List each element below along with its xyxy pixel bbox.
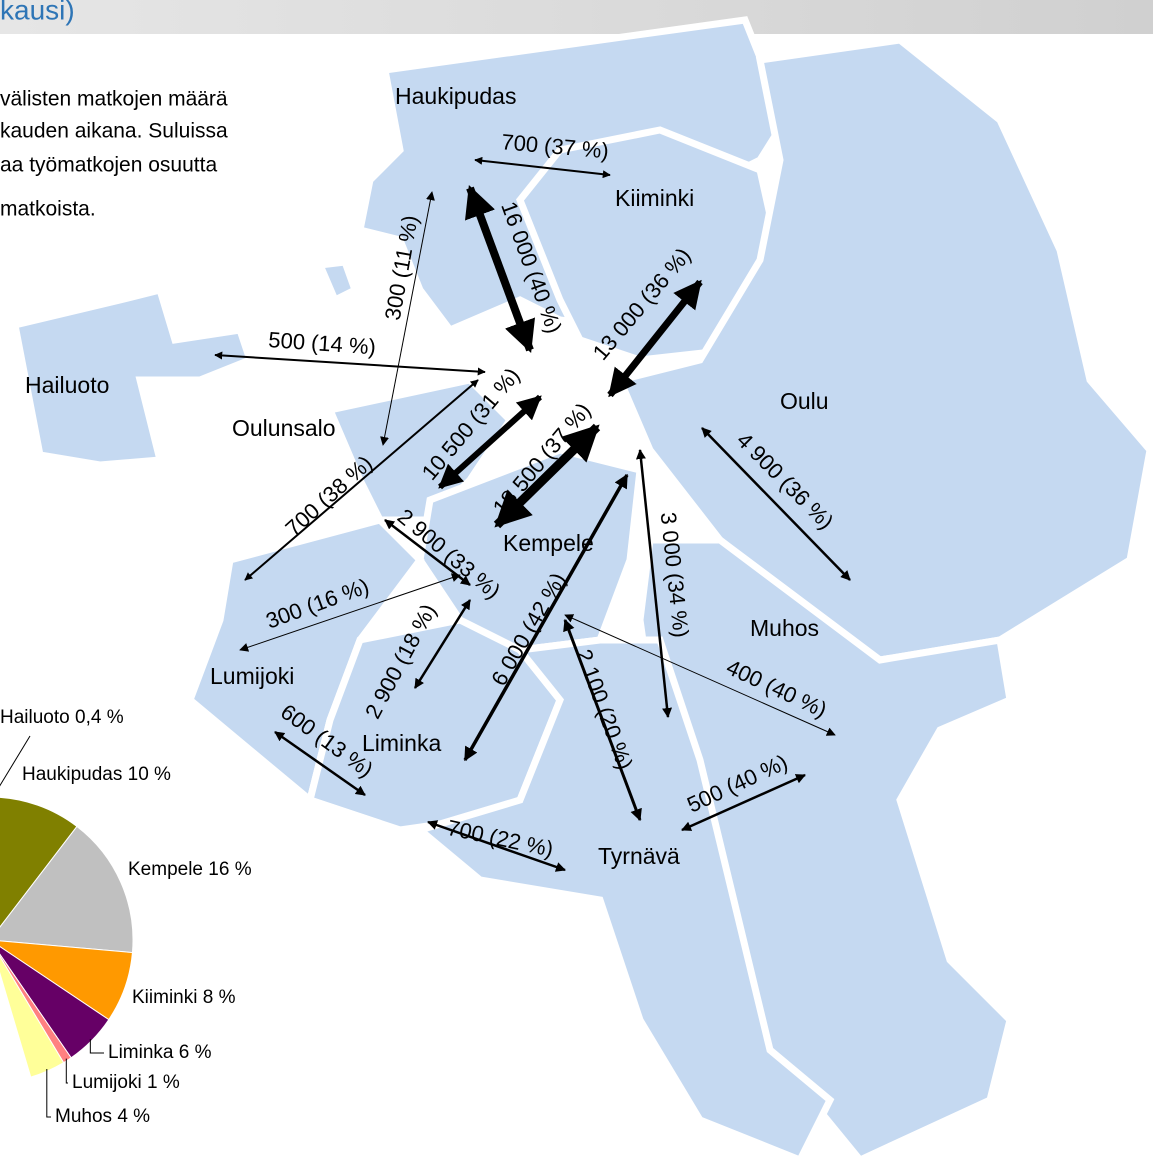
pie-label-category: Liminka <box>108 1042 174 1063</box>
place-label: Hailuoto <box>25 372 109 398</box>
description-line: välisten matkojen määrä <box>0 88 228 111</box>
pie-slice <box>0 955 65 1078</box>
pie-label: Hailuoto 0,4 % <box>0 707 124 728</box>
pie-label-value: 10 % <box>128 764 171 785</box>
place-label: Muhos <box>750 615 819 641</box>
pie-label: Kiiminki 8 % <box>132 987 236 1008</box>
description-line: kauden aikana. Suluissa <box>0 120 228 143</box>
place-label: Lumijoki <box>210 663 294 689</box>
place-label: Liminka <box>362 730 441 756</box>
pie-label-value: 1 % <box>147 1072 180 1093</box>
leader-line <box>46 1069 51 1118</box>
pie-label-category: Kiiminki <box>132 987 197 1008</box>
place-label: Oulunsalo <box>232 415 336 441</box>
flow-arrow <box>464 184 536 354</box>
flow-label: 500 (14 %) <box>268 327 377 359</box>
pie-slice <box>0 825 134 954</box>
pie-label-value: 8 % <box>203 987 236 1008</box>
flow-arrow <box>701 427 851 581</box>
flow-arrow <box>681 773 806 832</box>
pie-slice <box>0 796 78 928</box>
header-band <box>0 0 1153 34</box>
pie-label-category: Hailuoto <box>0 707 70 728</box>
flow-arrow <box>274 730 366 797</box>
pie-label-category: Haukipudas <box>22 764 122 785</box>
leader-line <box>89 1039 104 1054</box>
pie-label-value: 4 % <box>117 1106 150 1127</box>
pie-label-value: 0,4 % <box>75 707 124 728</box>
island <box>314 258 360 305</box>
description-line: aa työmatkojen osuutta <box>0 154 217 177</box>
flow-arrow <box>463 473 629 762</box>
pie-label-category: Lumijoki <box>72 1072 142 1093</box>
flow-arrow <box>214 351 486 376</box>
pie-label-category: Kempele <box>128 859 203 880</box>
description-line: matkoista. <box>0 198 96 221</box>
header-title: kausi) <box>0 0 75 25</box>
leader-line <box>65 1058 68 1084</box>
leader-line <box>0 735 31 787</box>
pie-label-category: Muhos <box>55 1106 112 1127</box>
pie-label: Lumijoki 1 % <box>72 1072 180 1093</box>
flow-arrow <box>474 156 611 179</box>
pie-label: Kempele 16 % <box>128 859 252 880</box>
flow-arrow <box>244 379 479 581</box>
flow-arrow <box>607 279 703 398</box>
pie-label: Haukipudas 10 % <box>22 764 171 785</box>
place-label: Haukipudas <box>395 83 516 109</box>
place-label: Kempele <box>503 530 594 556</box>
pie-label: Muhos 4 % <box>55 1106 150 1127</box>
flow-arrow <box>239 573 461 652</box>
place-label: Oulu <box>780 388 829 414</box>
flow-arrow <box>427 820 566 872</box>
pie-label: Liminka 6 % <box>108 1042 212 1063</box>
pie-label-value: 16 % <box>208 859 251 880</box>
pie-label-value: 6 % <box>179 1042 212 1063</box>
flow-arrow <box>413 599 472 689</box>
place-label: Kiiminki <box>615 185 694 211</box>
place-label: Tyrnävä <box>598 843 680 869</box>
flow-arrow <box>563 618 642 822</box>
